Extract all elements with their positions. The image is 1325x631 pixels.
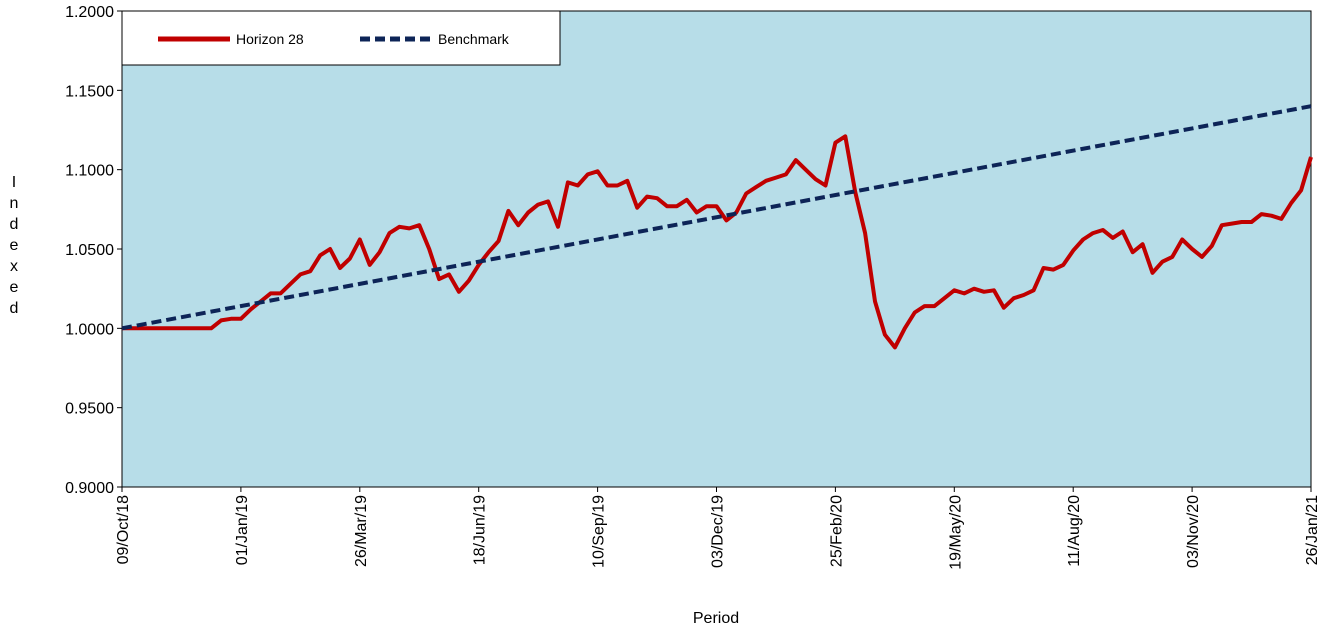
y-tick-label: 0.9500 [65,401,114,418]
x-tick-label: 10/Sep/19 [591,495,608,568]
y-axis-title-letter: n [10,195,19,212]
x-tick-label: 03/Dec/19 [710,495,727,568]
y-tick-label: 1.1000 [65,163,114,180]
legend: Horizon 28 Benchmark [121,10,561,66]
x-tick-label: 01/Jan/19 [234,495,251,565]
plot-area [121,10,1312,488]
y-tick-label: 1.1500 [65,83,114,100]
x-tick-label: 09/Oct/18 [115,495,132,564]
legend-label-benchmark: Benchmark [438,31,510,47]
x-tick-label: 26/Mar/19 [353,495,370,567]
series-layer [121,104,1313,350]
y-axis-title-letter: e [10,237,19,254]
y-tick-label: 1.0500 [65,242,114,259]
y-axis-title-letter: x [10,258,18,275]
x-tick-label: 11/Aug/20 [1066,495,1083,567]
legend-label-horizon: Horizon 28 [236,31,304,47]
x-tick-label: 26/Jan/21 [1304,495,1321,565]
y-tick-label: 0.9000 [65,480,114,497]
series-line-benchmark [121,104,1312,331]
x-axis: 09/Oct/18 01/Jan/19 26/Mar/19 18/Jun/19 10/S… [115,486,1321,570]
x-tick-label: 18/Jun/19 [472,495,489,565]
y-axis-title-letter: I [12,174,16,191]
x-axis-title: Period [693,610,739,627]
x-tick-label: 25/Feb/20 [828,495,845,567]
x-tick-label: 03/Nov/20 [1185,495,1202,568]
y-axis: 1.2000 1.1500 1.1000 1.0500 1.0000 0.9500 0.90… [65,4,123,497]
y-tick-label: 1.0000 [65,321,114,338]
y-axis-title-letter: e [10,279,19,296]
x-tick-label: 19/May/20 [947,495,964,570]
y-tick-label: 1.2000 [65,4,114,21]
y-axis-title-letter: d [10,216,19,233]
y-axis-title-letter: d [10,300,19,317]
series-line-horizon [122,134,1313,350]
